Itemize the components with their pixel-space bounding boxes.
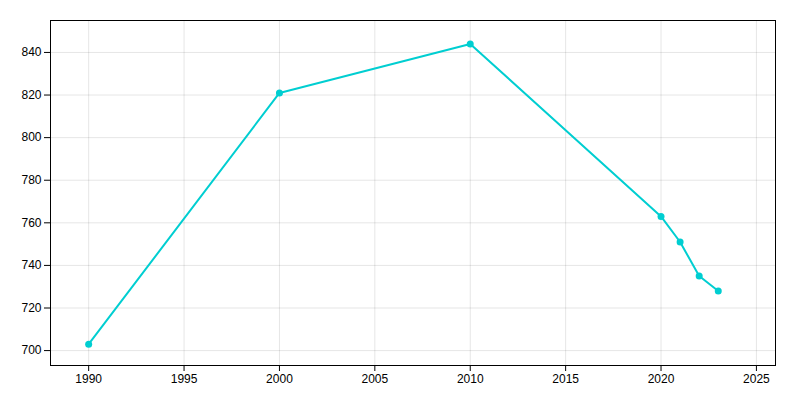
svg-text:740: 740	[21, 258, 41, 272]
svg-text:820: 820	[21, 88, 41, 102]
svg-text:2020: 2020	[648, 372, 675, 386]
svg-text:2025: 2025	[743, 372, 770, 386]
svg-text:700: 700	[21, 343, 41, 357]
svg-text:2005: 2005	[361, 372, 388, 386]
svg-text:1990: 1990	[75, 372, 102, 386]
svg-text:800: 800	[21, 130, 41, 144]
svg-text:720: 720	[21, 301, 41, 315]
svg-text:2000: 2000	[266, 372, 293, 386]
svg-text:1995: 1995	[171, 372, 198, 386]
svg-text:760: 760	[21, 216, 41, 230]
svg-text:780: 780	[21, 173, 41, 187]
svg-text:2015: 2015	[552, 372, 579, 386]
svg-text:2010: 2010	[457, 372, 484, 386]
svg-text:840: 840	[21, 45, 41, 59]
